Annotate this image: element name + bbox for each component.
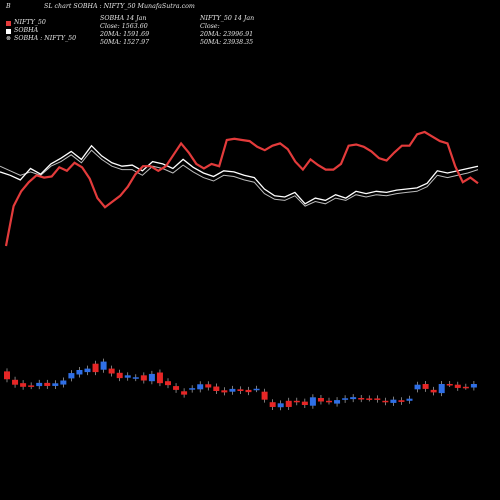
white-square-icon: [6, 28, 11, 34]
candle: [4, 371, 10, 380]
candle: [285, 400, 292, 407]
candle: [422, 384, 429, 389]
candle: [462, 386, 469, 389]
candle: [173, 386, 180, 390]
candle: [334, 400, 341, 404]
candle: [213, 386, 220, 391]
candle: [60, 380, 67, 385]
candle: [293, 400, 300, 403]
candle: [229, 388, 236, 392]
legend-label: SOBHA : NIFTY_50: [14, 35, 77, 42]
sobha-date: SOBHA 14 Jan: [100, 15, 147, 22]
candle: [245, 389, 252, 393]
candle: [205, 384, 212, 388]
candle: [116, 372, 123, 379]
candle: [342, 398, 349, 400]
nifty-50ma: 50MA: 23938.35: [200, 39, 254, 46]
candle: [189, 388, 196, 390]
candle: [237, 389, 244, 391]
candle: [366, 398, 373, 400]
candle: [132, 377, 139, 379]
legend-label: NIFTY_50: [14, 19, 46, 26]
candle: [36, 382, 43, 387]
ratio-line: [0, 149, 479, 207]
candle: [76, 370, 83, 375]
legend-item-nifty: NIFTY_50: [6, 19, 76, 27]
candle: [84, 368, 91, 373]
legend-item-sobha: SOBHA: [6, 27, 76, 35]
sobha-20ma: 20MA: 1591.69: [100, 31, 150, 38]
nifty-date: NIFTY_50 14 Jan: [200, 15, 255, 22]
candle: [438, 384, 445, 394]
candle: [108, 368, 115, 374]
candle: [148, 373, 155, 382]
chart-title: SL chart SOBHA : NIFTY_50 MunafaSutra.co…: [44, 3, 195, 10]
candle: [140, 375, 147, 381]
candle: [100, 361, 107, 370]
candle: [382, 400, 389, 403]
line-series-group: [0, 130, 479, 247]
candle: [470, 384, 477, 388]
candle: [124, 375, 131, 378]
nifty-20ma: 20MA: 23996.91: [200, 31, 254, 38]
candle: [181, 391, 188, 395]
candle: [68, 373, 75, 379]
ratio-icon: ⊗: [6, 35, 12, 42]
candle: [165, 381, 171, 386]
nifty-close: Close:: [200, 23, 220, 30]
legend-label: SOBHA: [14, 27, 39, 34]
nifty-line: [4, 130, 479, 247]
sobha-line: [0, 144, 479, 205]
candle: [374, 398, 381, 400]
candle: [454, 384, 461, 388]
candle: [326, 400, 332, 403]
candle: [358, 398, 365, 400]
candle: [253, 388, 260, 391]
candle: [52, 383, 59, 386]
corner-letter: B: [6, 3, 11, 10]
chart-legend: NIFTY_50 SOBHA ⊗ SOBHA : NIFTY_50: [6, 19, 76, 43]
sobha-50ma: 50MA: 1527.97: [100, 39, 150, 46]
candle: [406, 398, 413, 401]
candle: [28, 385, 35, 387]
candle: [277, 403, 284, 408]
candle: [398, 400, 405, 402]
candle: [390, 399, 397, 403]
legend-item-ratio: ⊗ SOBHA : NIFTY_50: [6, 35, 76, 43]
candle: [269, 402, 276, 407]
candle: [197, 384, 204, 390]
candle: [309, 397, 316, 406]
sobha-close: Close: 1563.60: [100, 23, 148, 30]
red-square-icon: [6, 20, 11, 26]
candle: [20, 383, 27, 387]
candle: [317, 398, 324, 402]
candle: [92, 363, 99, 373]
candle: [414, 384, 421, 390]
candle: [221, 390, 228, 393]
candle: [446, 384, 453, 386]
candle: [261, 391, 268, 400]
candle: [44, 382, 51, 386]
candle: [301, 401, 308, 405]
candle: [12, 379, 19, 385]
candlestick-group: [4, 358, 477, 411]
candle: [156, 372, 163, 384]
candle: [430, 389, 437, 393]
candle: [350, 397, 357, 400]
